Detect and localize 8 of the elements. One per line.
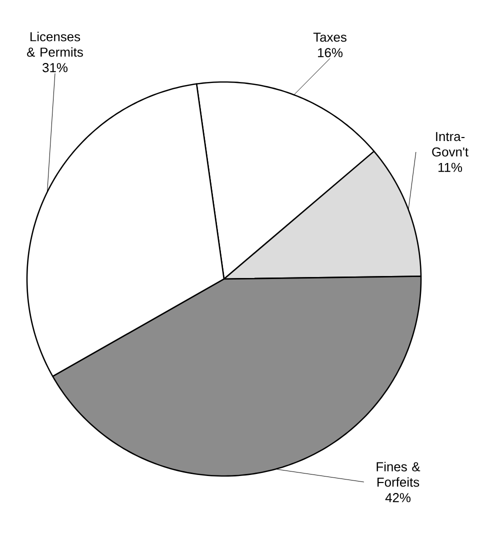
data-label: 11%: [438, 162, 462, 172]
data-label: 31%: [42, 63, 68, 72]
slice-label: Licenses & Permits: [27, 32, 83, 57]
data-label: 16%: [318, 48, 343, 58]
slice-label: Fines & Forfeits: [376, 462, 420, 487]
slice-label: Intra-Govn't: [432, 132, 468, 157]
slice-label: Taxes: [313, 32, 346, 42]
data-label: 42%: [385, 493, 411, 502]
